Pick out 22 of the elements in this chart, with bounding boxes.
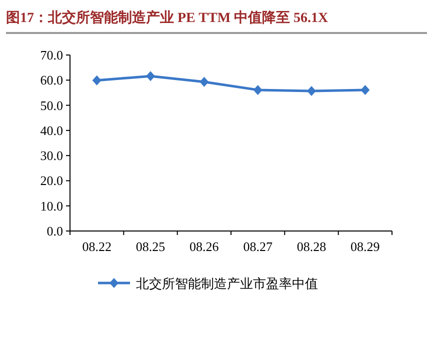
point	[307, 86, 316, 96]
x-tick-label: 08.25	[136, 239, 166, 254]
y-tick-label: 30.0	[40, 148, 63, 164]
y-tick-label: 60.0	[40, 72, 63, 88]
y-tick-label: 10.0	[40, 198, 63, 214]
point	[92, 75, 102, 86]
y-tick-label: 70.0	[40, 48, 63, 62]
point	[253, 84, 262, 95]
chart-title: 图17：北交所智能制造产业 PE TTM 中值降至 56.1X	[6, 9, 328, 26]
x-tick-label: 08.28	[296, 239, 326, 254]
y-tick-label: 50.0	[40, 98, 63, 113]
x-tick-label: 08.22	[82, 239, 112, 254]
x-tick-label: 08.26	[190, 239, 220, 254]
y-tick-label: 0.0	[46, 224, 63, 238]
point	[200, 76, 209, 87]
x-tick-label: 08.27	[243, 239, 273, 254]
y-tick-label: 20.0	[40, 173, 63, 188]
legend-label: 北交所智能制造产业市盈率中值	[136, 276, 318, 292]
point	[146, 71, 155, 82]
point	[360, 84, 370, 95]
x-tick-label: 08.29	[350, 239, 380, 254]
y-tick-label: 40.0	[40, 122, 63, 138]
